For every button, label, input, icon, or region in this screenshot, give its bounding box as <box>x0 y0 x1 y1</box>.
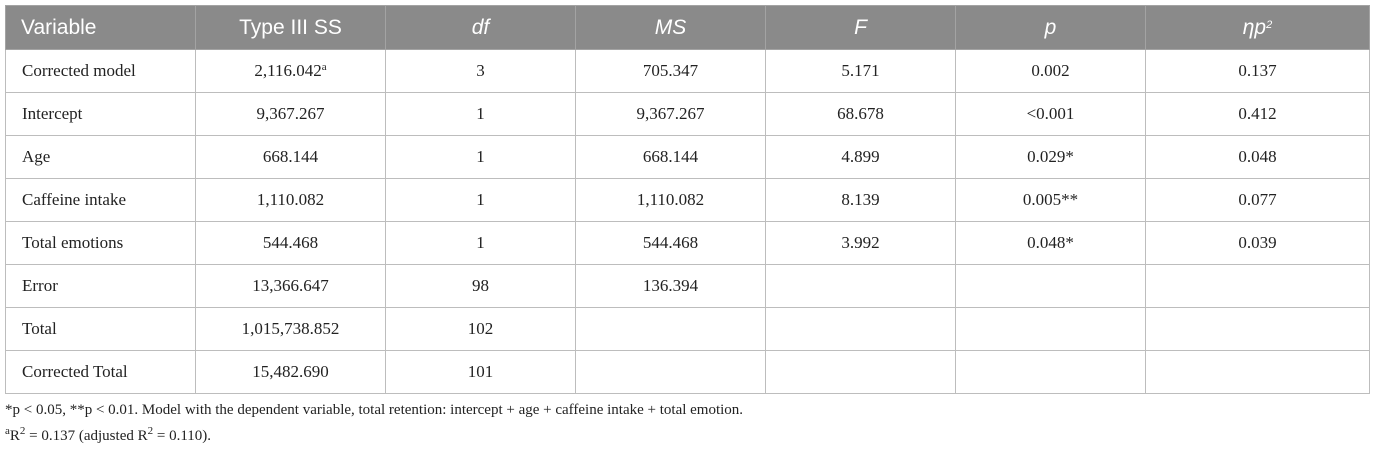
superscript-two: 2 <box>147 425 154 437</box>
table-row: Total emotions 544.468 1 544.468 3.992 0… <box>5 221 1370 265</box>
cell-df: 3 <box>385 49 576 93</box>
cell-type-iii-ss: 1,110.082 <box>195 178 386 222</box>
cell-ms <box>575 307 766 351</box>
cell-variable: Age <box>5 135 196 179</box>
footnote-text: = 0.137 (adjusted R <box>25 428 148 444</box>
cell-type-iii-ss: 15,482.690 <box>195 350 386 394</box>
cell-ms: 136.394 <box>575 264 766 308</box>
table-row: Error 13,366.647 98 136.394 <box>5 264 1370 308</box>
cell-df: 1 <box>385 135 576 179</box>
cell-type-iii-ss: 1,015,738.852 <box>195 307 386 351</box>
header-eta-base: ηp <box>1242 15 1267 39</box>
cell-variable: Corrected Total <box>5 350 196 394</box>
cell-df: 101 <box>385 350 576 394</box>
cell-eta-squared <box>1145 307 1370 351</box>
cell-p: 0.005** <box>955 178 1146 222</box>
cell-f <box>765 264 956 308</box>
footnote-marker: a <box>5 425 10 437</box>
footnote-text: R <box>9 428 20 444</box>
footnote-text: = 0.110). <box>153 428 212 444</box>
cell-p <box>955 350 1146 394</box>
table-row: Intercept 9,367.267 1 9,367.267 68.678 <… <box>5 92 1370 136</box>
cell-eta-squared: 0.077 <box>1145 178 1370 222</box>
cell-df: 1 <box>385 178 576 222</box>
table-row: Caffeine intake 1,110.082 1 1,110.082 8.… <box>5 178 1370 222</box>
cell-ms: 544.468 <box>575 221 766 265</box>
table-row: Age 668.144 1 668.144 4.899 0.029* 0.048 <box>5 135 1370 179</box>
cell-type-iii-ss: 668.144 <box>195 135 386 179</box>
cell-p: 0.002 <box>955 49 1146 93</box>
cell-variable: Error <box>5 264 196 308</box>
cell-f: 8.139 <box>765 178 956 222</box>
cell-df: 1 <box>385 92 576 136</box>
cell-type-iii-ss: 2,116.042a <box>195 49 386 93</box>
footnote-significance: *p < 0.05, **p < 0.01. Model with the de… <box>5 402 744 418</box>
table-row: Corrected Total 15,482.690 101 <box>5 350 1370 394</box>
cell-f: 4.899 <box>765 135 956 179</box>
cell-ms: 9,367.267 <box>575 92 766 136</box>
header-eta-exponent: 2 <box>1266 18 1273 31</box>
cell-type-iii-ss: 544.468 <box>195 221 386 265</box>
header-type-iii-ss: Type III SS <box>195 5 386 50</box>
cell-eta-squared: 0.039 <box>1145 221 1370 265</box>
cell-p <box>955 307 1146 351</box>
cell-variable: Intercept <box>5 92 196 136</box>
cell-type-iii-ss: 9,367.267 <box>195 92 386 136</box>
cell-p: <0.001 <box>955 92 1146 136</box>
cell-eta-squared: 0.048 <box>1145 135 1370 179</box>
table-row: Corrected model 2,116.042a 3 705.347 5.1… <box>5 49 1370 93</box>
cell-variable: Total <box>5 307 196 351</box>
header-row: Variable Type III SS df MS F p ηp2 <box>5 5 1370 50</box>
table-row: Total 1,015,738.852 102 <box>5 307 1370 351</box>
cell-eta-squared <box>1145 264 1370 308</box>
header-eta-squared: ηp2 <box>1145 5 1370 50</box>
cell-df: 1 <box>385 221 576 265</box>
cell-ms <box>575 350 766 394</box>
anova-table: Variable Type III SS df MS F p ηp2 Corre… <box>5 5 1370 394</box>
cell-p: 0.029* <box>955 135 1146 179</box>
cell-f: 68.678 <box>765 92 956 136</box>
cell-ms: 705.347 <box>575 49 766 93</box>
header-f: F <box>765 5 956 50</box>
cell-ms: 1,110.082 <box>575 178 766 222</box>
cell-p: 0.048* <box>955 221 1146 265</box>
cell-eta-squared <box>1145 350 1370 394</box>
cell-p <box>955 264 1146 308</box>
cell-variable: Total emotions <box>5 221 196 265</box>
header-ms: MS <box>575 5 766 50</box>
cell-type-iii-ss: 13,366.647 <box>195 264 386 308</box>
footnote-marker: a <box>321 61 327 73</box>
header-p: p <box>955 5 1146 50</box>
cell-ms: 668.144 <box>575 135 766 179</box>
cell-eta-squared: 0.412 <box>1145 92 1370 136</box>
cell-f <box>765 307 956 351</box>
cell-df: 98 <box>385 264 576 308</box>
cell-eta-squared: 0.137 <box>1145 49 1370 93</box>
cell-f <box>765 350 956 394</box>
cell-ss-value: 2,116.042 <box>254 61 322 80</box>
cell-f: 3.992 <box>765 221 956 265</box>
footnote-r-squared: aR2 = 0.137 (adjusted R2 = 0.110). <box>5 425 212 445</box>
cell-variable: Caffeine intake <box>5 178 196 222</box>
cell-f: 5.171 <box>765 49 956 93</box>
cell-variable: Corrected model <box>5 49 196 93</box>
header-variable: Variable <box>5 5 196 50</box>
cell-df: 102 <box>385 307 576 351</box>
header-df: df <box>385 5 576 50</box>
superscript-two: 2 <box>19 425 26 437</box>
